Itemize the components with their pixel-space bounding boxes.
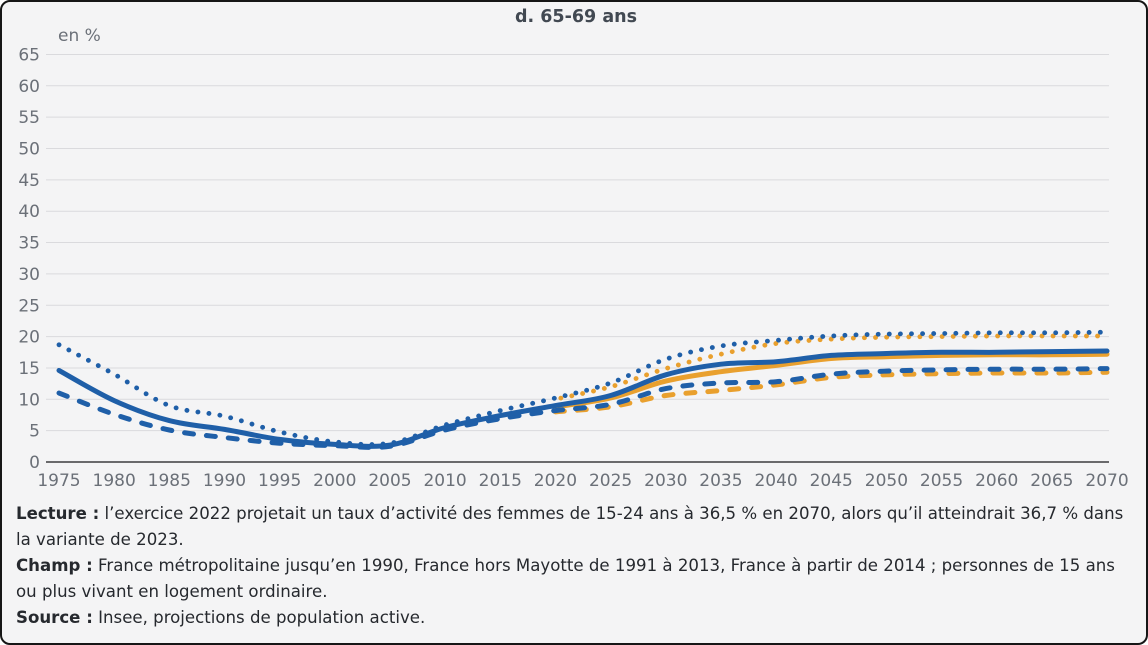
series-blue-dashed-line [56, 366, 1110, 450]
chart-title: d. 65-69 ans [515, 7, 637, 27]
figure-notes: Lecture : l’exercice 2022 projetait un t… [2, 499, 1146, 631]
y-tick-label: 35 [18, 234, 40, 254]
x-tick-label: 2025 [589, 471, 632, 491]
y-axis-unit-label: en % [58, 26, 101, 46]
series-orange-dotted-line [553, 333, 1110, 402]
y-tick-label: 20 [18, 328, 40, 348]
y-tick-label: 45 [18, 171, 40, 191]
note-champ: Champ : France métropolitaine jusqu’en 1… [16, 553, 1132, 605]
x-tick-label: 2005 [368, 471, 411, 491]
note-source: Source : Insee, projections de populatio… [16, 605, 1132, 631]
series-blue-dotted-line [56, 329, 1110, 447]
series-blue-solid-line [56, 348, 1110, 449]
note-lecture-label: Lecture : [16, 504, 100, 523]
y-tick-label: 30 [18, 265, 40, 285]
y-tick-label: 10 [18, 390, 40, 410]
y-gridlines [46, 53, 1109, 463]
x-tick-label: 2060 [975, 471, 1018, 491]
x-tick-label: 1995 [258, 471, 301, 491]
x-axis-tick-labels: 1975 1980 1985 1990 1995 2000 2005 2010 2015 2020… [37, 471, 1128, 491]
series-orange-dashed-line [552, 369, 1110, 415]
y-tick-label: 40 [18, 202, 40, 222]
y-axis-tick-labels: 0 5 10 15 20 25 30 35 40 45 50 55 60 65 [18, 45, 40, 473]
x-tick-label: 2065 [1030, 471, 1073, 491]
y-tick-label: 15 [18, 359, 40, 379]
note-source-text: Insee, projections de population active. [92, 608, 426, 628]
x-tick-label: 2015 [479, 471, 522, 491]
y-tick-label: 0 [29, 453, 40, 473]
x-tick-label: 2010 [423, 471, 466, 491]
y-tick-label: 25 [18, 296, 40, 316]
x-tick-label: 2040 [754, 471, 797, 491]
note-champ-text: France métropolitaine jusqu’en 1990, Fra… [16, 556, 1115, 602]
y-tick-label: 5 [29, 422, 40, 442]
series-orange-solid-line [552, 351, 1110, 410]
x-tick-label: 2055 [920, 471, 963, 491]
x-tick-label: 1990 [203, 471, 246, 491]
x-tick-label: 2045 [810, 471, 853, 491]
note-source-label: Source : [16, 608, 93, 628]
y-tick-label: 65 [18, 45, 40, 65]
y-tick-label: 60 [18, 77, 40, 97]
x-tick-label: 2030 [644, 471, 687, 491]
note-lecture: Lecture : l’exercice 2022 projetait un t… [16, 501, 1132, 553]
x-tick-label: 2070 [1085, 471, 1128, 491]
x-tick-label: 1980 [93, 471, 136, 491]
x-tick-label: 2000 [313, 471, 356, 491]
y-tick-label: 50 [18, 140, 40, 160]
note-lecture-text: l’exercice 2022 projetait un taux d’acti… [16, 504, 1124, 550]
x-tick-label: 1985 [148, 471, 191, 491]
chart-series [56, 329, 1110, 450]
x-tick-label: 2020 [534, 471, 577, 491]
line-chart: d. 65-69 ans en % 0510152025303540455055… [18, 7, 1128, 491]
x-tick-label: 2050 [865, 471, 908, 491]
x-tick-label: 2035 [699, 471, 742, 491]
y-tick-label: 55 [18, 108, 40, 128]
x-tick-label: 1975 [37, 471, 80, 491]
note-champ-label: Champ : [16, 556, 93, 576]
